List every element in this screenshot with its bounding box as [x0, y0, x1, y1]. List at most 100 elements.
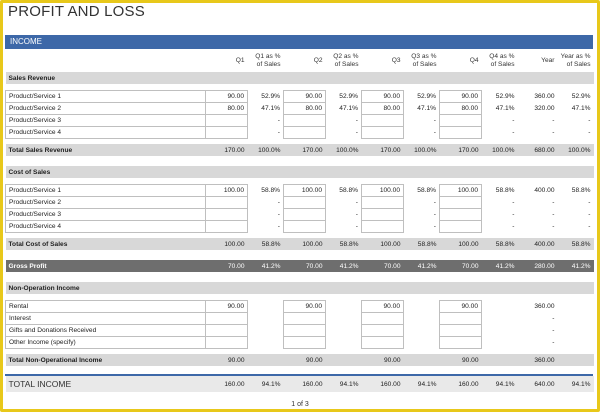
line-item-label[interactable]: Product/Service 3 — [5, 113, 206, 127]
total-cost-of-sales-row: Total Cost of Sales 100.00 58.8% 100.00 58.8… — [5, 238, 594, 250]
total-value: 58.8% — [481, 238, 518, 250]
total-value: 41.2% — [481, 260, 518, 272]
total-value: 90.00 — [283, 354, 326, 366]
year-total-cell: - — [552, 326, 555, 334]
value-input-cell[interactable]: 90.00 — [283, 299, 326, 313]
value-input-cell[interactable] — [205, 125, 248, 139]
percent-cell: - — [433, 116, 436, 124]
line-item-label[interactable]: Product/Service 2 — [5, 101, 206, 115]
total-income-value: 640.00 — [517, 376, 558, 392]
percent-cell: - — [355, 222, 358, 230]
value-input-cell[interactable] — [205, 311, 248, 325]
total-income-divider — [5, 374, 593, 376]
line-item-label[interactable]: Other Income (specify) — [5, 335, 206, 349]
column-header: Q3 as % of Sales — [411, 53, 437, 68]
total-value — [481, 354, 518, 366]
header-blank — [6, 50, 206, 72]
percent-cell: 52.9% — [495, 92, 515, 100]
value-input-cell[interactable]: 80.00 — [439, 101, 482, 115]
value-input-cell[interactable] — [205, 335, 248, 349]
value-input-cell[interactable]: 90.00 — [205, 89, 248, 103]
value-input-cell[interactable] — [439, 335, 482, 349]
value-input-cell[interactable] — [439, 113, 482, 127]
value-input-cell[interactable] — [361, 219, 404, 233]
value-input-cell[interactable] — [439, 311, 482, 325]
value-input-cell[interactable]: 80.00 — [361, 101, 404, 115]
line-item-label[interactable]: Product/Service 4 — [5, 219, 206, 233]
value-input-cell[interactable] — [283, 207, 326, 221]
value-input-cell[interactable]: 90.00 — [361, 299, 404, 313]
percent-cell — [558, 312, 594, 324]
percent-cell — [482, 336, 518, 348]
value-input-cell[interactable] — [205, 195, 248, 209]
value-input-cell[interactable] — [205, 219, 248, 233]
value-input-cell[interactable]: 80.00 — [283, 101, 326, 115]
value-input-cell[interactable] — [361, 113, 404, 127]
value-input-cell[interactable] — [439, 323, 482, 337]
value-input-cell[interactable]: 90.00 — [283, 89, 326, 103]
line-item-label[interactable]: Product/Service 1 — [5, 89, 206, 103]
spacer-row — [6, 272, 594, 282]
line-item-row: Product/Service 2 80.00 47.1% 80.00 47.1% 80.… — [5, 101, 594, 115]
line-item-label[interactable]: Interest — [5, 311, 206, 325]
column-header: Year — [541, 57, 555, 64]
total-value: 70.00 — [283, 260, 326, 272]
line-item-label[interactable]: Product/Service 2 — [5, 195, 206, 209]
total-value: 58.8% — [557, 238, 594, 250]
value-input-cell[interactable]: 90.00 — [205, 299, 248, 313]
value-input-cell[interactable]: 90.00 — [439, 299, 482, 313]
percent-cell — [248, 312, 284, 324]
value-input-cell[interactable] — [361, 311, 404, 325]
value-input-cell[interactable] — [283, 335, 326, 349]
total-value: 100.0% — [557, 144, 594, 156]
value-input-cell[interactable] — [439, 219, 482, 233]
value-input-cell[interactable] — [283, 219, 326, 233]
value-input-cell[interactable] — [283, 113, 326, 127]
percent-cell — [248, 336, 284, 348]
value-input-cell[interactable] — [205, 113, 248, 127]
year-total-cell: - — [552, 210, 555, 218]
total-income-value: 160.00 — [361, 376, 404, 392]
value-input-cell[interactable] — [361, 207, 404, 221]
value-input-cell[interactable] — [361, 335, 404, 349]
value-input-cell[interactable] — [361, 195, 404, 209]
total-value — [247, 354, 284, 366]
line-item-row: Product/Service 2 - - - - - - — [5, 195, 594, 209]
value-input-cell[interactable] — [283, 195, 326, 209]
value-input-cell[interactable] — [283, 125, 326, 139]
value-input-cell[interactable] — [205, 207, 248, 221]
value-input-cell[interactable] — [361, 125, 404, 139]
value-input-cell[interactable] — [361, 323, 404, 337]
value-input-cell[interactable] — [439, 195, 482, 209]
spacer-cell — [6, 156, 594, 166]
value-input-cell[interactable] — [439, 207, 482, 221]
value-input-cell[interactable]: 100.00 — [361, 183, 404, 197]
percent-cell — [326, 336, 362, 348]
line-item-label[interactable]: Product/Service 4 — [5, 125, 206, 139]
total-value: 58.8% — [325, 238, 362, 250]
value-input-cell[interactable] — [205, 323, 248, 337]
value-input-cell[interactable]: 100.00 — [205, 183, 248, 197]
percent-cell: 58.8% — [339, 186, 358, 194]
value-input-cell[interactable]: 100.00 — [283, 183, 326, 197]
percent-cell: 52.9% — [339, 92, 358, 100]
value-input-cell[interactable]: 90.00 — [361, 89, 404, 103]
line-item-label[interactable]: Product/Service 3 — [5, 207, 206, 221]
value-input-cell[interactable]: 80.00 — [205, 101, 248, 115]
page-number: 1 of 3 — [291, 401, 309, 408]
value-input-cell[interactable]: 90.00 — [439, 89, 482, 103]
total-income-row: TOTAL INCOME 160.00 94.1% 160.00 94.1% 160.00… — [5, 376, 594, 392]
line-item-label[interactable]: Product/Service 1 — [5, 183, 206, 197]
line-item-label[interactable]: Gifts and Donations Received — [5, 323, 206, 337]
value-input-cell[interactable] — [283, 311, 326, 325]
line-item-label[interactable]: Rental — [5, 299, 206, 313]
column-header: Q1 — [235, 57, 245, 64]
value-input-cell[interactable]: 100.00 — [439, 183, 482, 197]
line-item-row: Product/Service 3 - - - - - - — [5, 113, 594, 127]
total-value: 170.00 — [361, 144, 404, 156]
percent-cell: - — [512, 210, 515, 218]
total-value: 100.00 — [361, 238, 404, 250]
total-income-value: 94.1% — [481, 376, 518, 392]
value-input-cell[interactable] — [283, 323, 326, 337]
value-input-cell[interactable] — [439, 125, 482, 139]
